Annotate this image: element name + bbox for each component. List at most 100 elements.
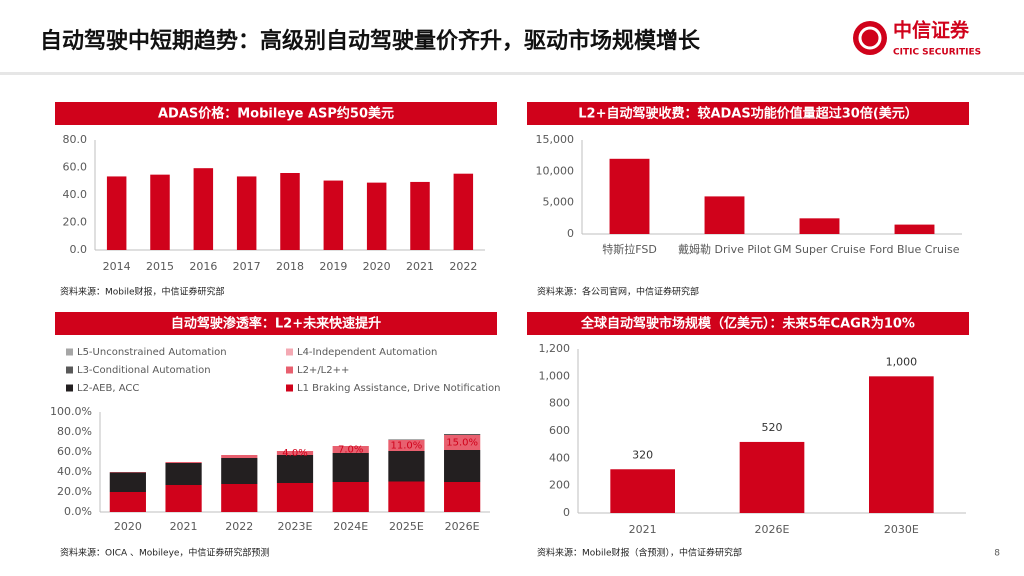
bar bbox=[280, 173, 300, 250]
y-tick-label: 0.0% bbox=[64, 505, 92, 518]
bar bbox=[366, 182, 387, 250]
source-note: 资料来源：Mobile财报（含预测），中信证券研究部 bbox=[537, 547, 742, 559]
y-tick-label: 600 bbox=[549, 424, 570, 437]
x-tick-label: 2015 bbox=[146, 260, 174, 273]
bar-segment bbox=[388, 440, 425, 451]
x-tick-label: 2023E bbox=[278, 520, 313, 533]
bar-segment bbox=[388, 451, 425, 482]
legend-swatch bbox=[286, 384, 293, 392]
y-tick-label: 20.0 bbox=[63, 216, 88, 229]
bar bbox=[610, 469, 675, 513]
panel-title-bar bbox=[55, 312, 497, 335]
bar-segment bbox=[388, 439, 425, 440]
bar bbox=[609, 158, 650, 234]
source-note: 资料来源：OICA 、Mobileye，中信证券研究部预测 bbox=[60, 547, 269, 559]
x-tick-label: Ford Blue Cruise bbox=[869, 243, 960, 256]
x-tick-label: GM Super Cruise bbox=[773, 243, 866, 256]
bar-segment bbox=[332, 482, 369, 512]
x-tick-label: 2021 bbox=[629, 523, 657, 536]
logo-icon bbox=[853, 21, 887, 55]
legend-swatch bbox=[286, 366, 293, 374]
x-tick-label: 2020 bbox=[363, 260, 391, 273]
x-tick-label-box: Ford Blue Cruise bbox=[869, 243, 960, 256]
y-tick-label: 1,200 bbox=[539, 342, 571, 355]
legend-label: L2-AEB, ACC bbox=[77, 383, 139, 394]
logo-sub: CITIC SECURITIES bbox=[893, 48, 981, 58]
y-tick-label: 80.0 bbox=[63, 133, 88, 146]
x-tick-label-box: 特斯拉FSD bbox=[602, 243, 657, 256]
legend-label: L4-Independent Automation bbox=[297, 347, 437, 358]
bar bbox=[453, 173, 474, 250]
y-tick-label: 0.0 bbox=[70, 243, 88, 256]
bar-segment bbox=[221, 458, 258, 484]
bar-segment bbox=[221, 484, 258, 512]
bar bbox=[704, 196, 745, 234]
legend-label: L1 Braking Assistance, Drive Notificatio… bbox=[297, 383, 501, 394]
bar bbox=[410, 181, 430, 250]
panel-title: ADAS价格：Mobileye ASP约50美元 bbox=[158, 106, 394, 122]
bar bbox=[193, 168, 214, 250]
bar-segment bbox=[444, 435, 481, 450]
x-tick-label-box: GM Super Cruise bbox=[773, 243, 866, 256]
x-tick-label: 2014 bbox=[103, 260, 131, 273]
bar bbox=[799, 218, 840, 234]
y-tick-label: 20.0% bbox=[57, 485, 92, 498]
x-tick-label: 2018 bbox=[276, 260, 304, 273]
logo-icon-ring bbox=[858, 26, 882, 50]
legend-label: L5-Unconstrained Automation bbox=[77, 347, 227, 358]
slide-title: 自动驾驶中短期趋势：高级别自动驾驶量价齐升，驱动市场规模增长 bbox=[40, 28, 701, 54]
y-tick-label: 10,000 bbox=[536, 164, 575, 177]
x-tick-label: 2016 bbox=[189, 260, 217, 273]
page-number: 8 bbox=[994, 549, 1000, 559]
y-tick-label: 15,000 bbox=[536, 133, 575, 146]
x-tick-label: 2024E bbox=[333, 520, 368, 533]
y-tick-label: 1,000 bbox=[539, 369, 571, 382]
y-tick-label: 100.0% bbox=[50, 405, 92, 418]
bar-segment bbox=[221, 455, 258, 458]
bar bbox=[323, 180, 344, 250]
legend-label: L2+/L2++ bbox=[297, 365, 349, 376]
x-tick-label: 2022 bbox=[449, 260, 477, 273]
panel-title: 全球自动驾驶市场规模（亿美元）：未来5年CAGR为10% bbox=[580, 316, 915, 332]
data-label: 7.0% bbox=[338, 445, 363, 456]
bar-segment bbox=[444, 482, 481, 512]
bar-segment bbox=[444, 450, 481, 482]
x-tick-label: 戴姆勒 Drive Pilot bbox=[678, 243, 771, 256]
panel-title-bar bbox=[527, 102, 969, 125]
bar bbox=[150, 174, 170, 250]
x-tick-label: 2019 bbox=[319, 260, 347, 273]
x-tick-label: 特斯拉FSD bbox=[602, 243, 657, 256]
y-tick-label: 0 bbox=[567, 227, 574, 240]
bar bbox=[869, 376, 934, 513]
y-tick-label: 0 bbox=[563, 506, 570, 519]
x-tick-label: 2026E bbox=[445, 520, 480, 533]
legend-swatch bbox=[286, 348, 293, 356]
data-label: 11.0% bbox=[391, 441, 423, 452]
data-label: 520 bbox=[762, 421, 783, 434]
x-tick-label: 2030E bbox=[884, 523, 919, 536]
source-note: 资料来源：各公司官网，中信证券研究部 bbox=[537, 286, 699, 298]
x-tick-label: 2020 bbox=[114, 520, 142, 533]
bar-segment bbox=[276, 483, 314, 512]
bar-segment bbox=[109, 472, 146, 473]
logo-name: 中信证券 bbox=[893, 19, 970, 42]
x-tick-label: 2021 bbox=[406, 260, 434, 273]
bar-segment bbox=[165, 463, 202, 485]
y-tick-label: 400 bbox=[549, 451, 570, 464]
x-tick-label: 2026E bbox=[755, 523, 790, 536]
data-label: 320 bbox=[632, 448, 653, 461]
bar-segment bbox=[276, 451, 314, 455]
x-tick-label: 2017 bbox=[233, 260, 261, 273]
y-tick-label: 40.0 bbox=[63, 188, 88, 201]
bar-segment bbox=[109, 492, 146, 512]
y-tick-label: 200 bbox=[549, 479, 570, 492]
panel-title: L2+自动驾驶收费：较ADAS功能价值量超过30倍(美元） bbox=[578, 106, 918, 122]
x-tick-label: 2021 bbox=[170, 520, 198, 533]
legend-swatch bbox=[66, 384, 73, 392]
bar-segment bbox=[109, 472, 146, 492]
bar bbox=[236, 176, 257, 250]
panel-title-bar bbox=[55, 102, 497, 125]
y-tick-label: 80.0% bbox=[57, 425, 92, 438]
bar-segment bbox=[444, 434, 481, 435]
